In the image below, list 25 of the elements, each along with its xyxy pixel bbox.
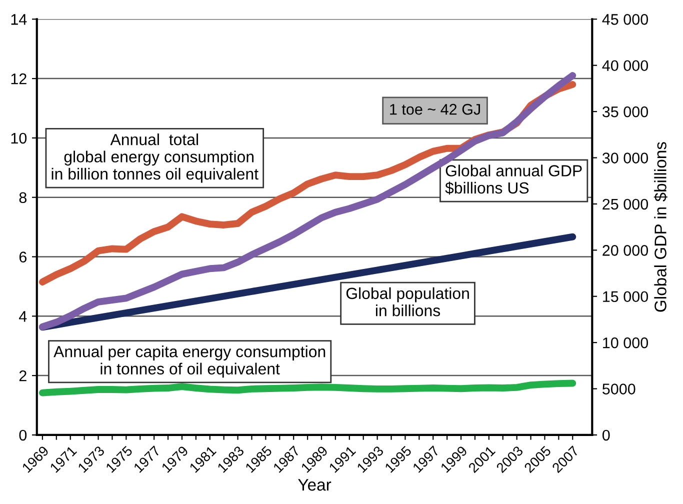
y2-tick-label: 0 [602, 430, 610, 441]
y-tick-label: 0 [19, 430, 27, 441]
annotation: 1 toe ~ 42 GJ [390, 104, 480, 115]
y2-tick-label: 45 000 [602, 14, 648, 25]
y-tick-label: 12 [11, 73, 26, 84]
y-tick-label: 4 [19, 311, 27, 322]
y-tick-label: 14 [11, 14, 27, 25]
y-tick-label: 8 [19, 192, 26, 204]
series-label: Global population in billions [346, 287, 469, 316]
y2-tick-label: 35 000 [602, 106, 648, 118]
y2-tick-label: 25 000 [602, 198, 648, 210]
y2-tick-label: 5000 [602, 384, 636, 394]
y2-tick-label: 10 000 [603, 337, 648, 348]
series-label: Annual per capita energy consumption in tonnes of oil equivalent [54, 346, 326, 378]
x-axis-title: Year [298, 479, 332, 491]
y-tick-label: 2 [19, 370, 26, 382]
y2-axis-title: Global GDP in $billions [654, 142, 668, 312]
y2-tick-label: 20 000 [602, 245, 648, 256]
series-label: Global annual GDP $billions US [445, 164, 582, 195]
series-label: Annual total global energy consumption in billion tonnes oil equivalent [52, 133, 258, 183]
y2-tick-label: 40 000 [602, 60, 648, 72]
y-tick-label: 6 [19, 252, 26, 262]
y-tick-label: 10 [11, 132, 27, 144]
y2-tick-label: 15 000 [603, 291, 648, 302]
y2-tick-label: 30 000 [602, 152, 648, 164]
